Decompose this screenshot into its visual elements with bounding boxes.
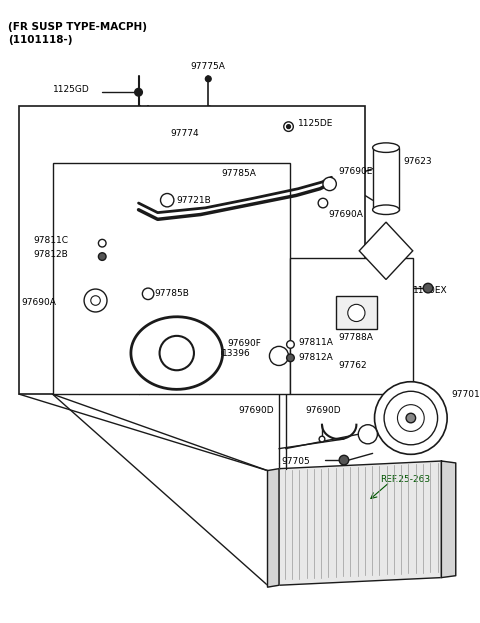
Circle shape: [406, 413, 416, 423]
Text: A: A: [276, 351, 282, 361]
Text: 97785A: 97785A: [222, 169, 256, 178]
Text: 97811A: 97811A: [298, 338, 333, 347]
Text: 97762: 97762: [338, 361, 367, 369]
Ellipse shape: [372, 143, 399, 153]
Circle shape: [319, 436, 325, 442]
Text: 97811C: 97811C: [34, 236, 69, 245]
Circle shape: [358, 425, 377, 444]
Circle shape: [423, 283, 433, 293]
Circle shape: [269, 346, 288, 366]
Polygon shape: [359, 222, 413, 280]
Text: 97701: 97701: [451, 389, 480, 399]
Circle shape: [205, 76, 211, 82]
Text: 1125DE: 1125DE: [298, 119, 334, 128]
Text: 97774: 97774: [170, 129, 199, 138]
Text: 97690D: 97690D: [306, 406, 341, 415]
Text: 97785B: 97785B: [155, 289, 190, 298]
Text: 97690E: 97690E: [338, 167, 372, 176]
Circle shape: [160, 194, 174, 207]
Circle shape: [143, 288, 154, 300]
Bar: [290, 257, 413, 394]
Ellipse shape: [372, 205, 399, 214]
Circle shape: [98, 239, 106, 247]
Bar: [52, 163, 290, 394]
Text: 97690D: 97690D: [239, 406, 275, 415]
Text: REF.25-263: REF.25-263: [380, 475, 431, 484]
Text: 97690A: 97690A: [329, 210, 363, 219]
Circle shape: [98, 253, 106, 260]
Text: (1101118-): (1101118-): [8, 35, 72, 45]
Bar: [19, 106, 365, 394]
Text: 97705: 97705: [282, 457, 311, 465]
Circle shape: [384, 391, 438, 445]
Polygon shape: [442, 461, 456, 578]
Bar: [372, 148, 399, 210]
Text: 97721B: 97721B: [177, 196, 212, 205]
Polygon shape: [267, 468, 279, 587]
Circle shape: [91, 296, 100, 305]
Text: (FR SUSP TYPE-MACPH): (FR SUSP TYPE-MACPH): [8, 22, 147, 32]
Circle shape: [287, 125, 290, 128]
Circle shape: [287, 341, 294, 348]
Circle shape: [397, 405, 424, 431]
Circle shape: [348, 304, 365, 321]
Circle shape: [284, 122, 293, 131]
Circle shape: [135, 88, 143, 96]
Text: 97690A: 97690A: [21, 298, 56, 307]
Text: A: A: [365, 430, 371, 439]
Circle shape: [84, 289, 107, 312]
Text: 97623: 97623: [403, 158, 432, 166]
Text: 97788A: 97788A: [338, 333, 373, 342]
Circle shape: [323, 178, 336, 191]
Circle shape: [287, 354, 294, 362]
Bar: [336, 296, 377, 329]
Circle shape: [339, 455, 349, 465]
Circle shape: [318, 198, 328, 208]
Text: 97812A: 97812A: [298, 353, 333, 363]
Text: 97775A: 97775A: [191, 62, 226, 71]
Circle shape: [374, 382, 447, 454]
Text: 97812B: 97812B: [34, 250, 68, 259]
Text: 97690F: 97690F: [228, 339, 261, 348]
Text: 13396: 13396: [222, 348, 251, 358]
Polygon shape: [279, 461, 442, 585]
Circle shape: [159, 336, 194, 370]
Text: 1140EX: 1140EX: [413, 287, 447, 295]
Text: 1125GD: 1125GD: [52, 85, 89, 94]
